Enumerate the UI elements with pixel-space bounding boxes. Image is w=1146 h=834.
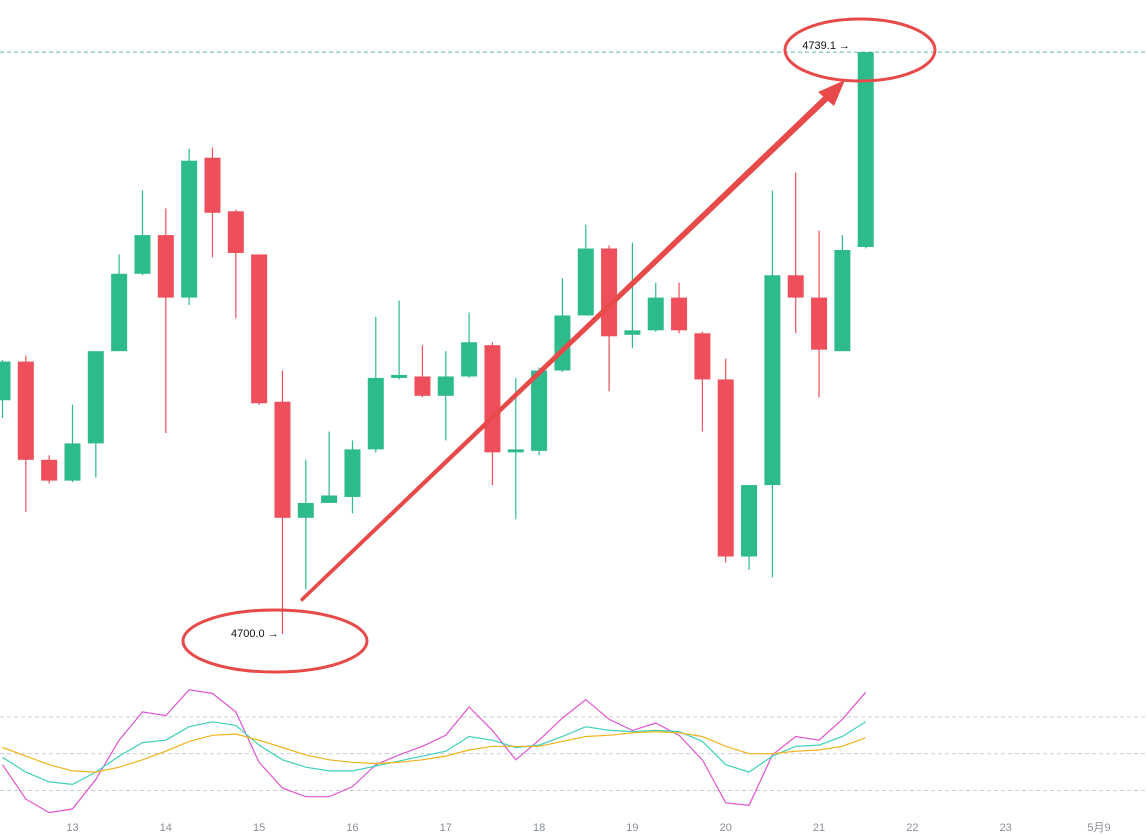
candle-body: [41, 459, 58, 481]
candle-body: [181, 160, 198, 298]
candle-body: [647, 297, 664, 331]
candle-body: [251, 254, 268, 404]
candle-body: [297, 502, 314, 518]
x-tick-label: 20: [720, 822, 732, 834]
candle-body: [414, 376, 431, 396]
candle-body: [111, 273, 128, 352]
candle-body: [717, 379, 734, 557]
candle-body: [344, 449, 361, 497]
candle-body: [437, 376, 454, 396]
candle-body: [0, 361, 11, 401]
candle-body: [134, 235, 151, 274]
candle-body: [87, 351, 104, 444]
candle-body: [694, 333, 711, 380]
x-tick-label: 21: [813, 822, 825, 834]
candle-body: [484, 345, 501, 453]
x-tick-label: 13: [66, 822, 78, 834]
candle-body: [531, 370, 548, 451]
candle-body: [507, 449, 524, 453]
candle-body: [157, 235, 174, 298]
highlight-ellipse: [783, 17, 937, 83]
indicator-line: [2, 689, 867, 814]
candle-body: [764, 275, 781, 486]
x-tick-label: 19: [626, 822, 638, 834]
x-tick-label: 18: [533, 822, 545, 834]
arrow-head: [818, 80, 845, 106]
candle-body: [601, 248, 618, 337]
candle-body: [17, 361, 34, 460]
indicator-line: [2, 721, 867, 786]
x-tick-label: 17: [440, 822, 452, 834]
annotation-overlay: 4739.1 → 4700.0 →: [181, 17, 937, 674]
candle-body: [811, 297, 828, 350]
x-tick-label: 5月9: [1087, 822, 1110, 834]
candle-body: [274, 401, 291, 518]
candle-body: [391, 374, 408, 378]
max-label: 4739.1 →: [802, 40, 850, 52]
candle-body: [834, 249, 851, 352]
candle-body: [671, 297, 688, 331]
x-tick-label: 15: [253, 822, 265, 834]
x-tick-label: 16: [346, 822, 358, 834]
min-label: 4700.0 →: [231, 628, 279, 640]
highlight-ellipse: [181, 608, 369, 674]
candle-body: [321, 495, 338, 503]
indicator-line: [2, 730, 866, 773]
candle-body: [367, 377, 384, 450]
trend-arrow: [300, 92, 832, 602]
candle-body: [741, 485, 758, 557]
candle-body: [204, 157, 221, 213]
candle-body: [624, 330, 641, 335]
candle-body: [227, 211, 244, 253]
x-tick-label: 22: [906, 822, 918, 834]
candle-body: [857, 52, 874, 248]
x-tick-label: 23: [1000, 822, 1012, 834]
candle-body: [787, 275, 804, 298]
candle-body: [577, 248, 594, 316]
x-tick-label: 14: [160, 822, 172, 834]
candle-body: [461, 342, 478, 377]
candle-body: [64, 443, 81, 481]
